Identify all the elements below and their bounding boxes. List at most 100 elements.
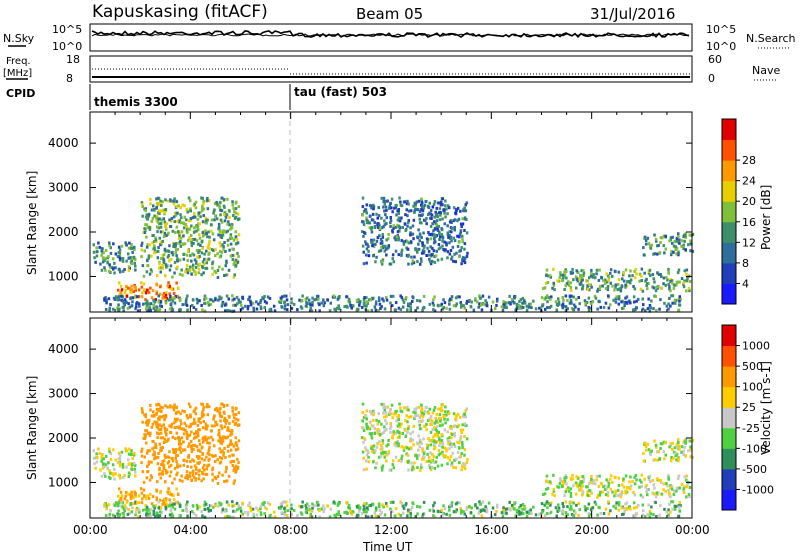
power-echo-cell — [644, 239, 648, 242]
velocity-echo-cell — [569, 491, 573, 495]
velocity-echo-cell — [650, 449, 653, 453]
velocity-echo-cell — [202, 420, 205, 423]
power-echo-cell — [121, 295, 125, 299]
power-echo-cell — [224, 309, 227, 313]
velocity-echo-cell — [645, 490, 648, 493]
velocity-echo-cell — [234, 413, 238, 417]
power-echo-cell — [259, 298, 263, 302]
power-echo-cell — [571, 271, 575, 275]
velocity-echo-cell — [639, 493, 643, 497]
power-echo-cell — [222, 245, 225, 249]
velocity-echo-cell — [586, 493, 590, 497]
power-echo-cell — [582, 271, 586, 275]
velocity-echo-cell — [374, 514, 378, 518]
velocity-echo-cell — [430, 419, 434, 423]
velocity-echo-cell — [463, 448, 467, 452]
velocity-echo-cell — [147, 462, 150, 466]
power-echo-cell — [646, 307, 650, 311]
velocity-echo-cell — [164, 414, 168, 417]
power-echo-cell — [662, 276, 666, 280]
power-echo-cell — [145, 223, 149, 227]
power-echo-cell — [569, 285, 573, 289]
velocity-echo-cell — [117, 473, 121, 477]
velocity-echo-cell — [179, 504, 182, 508]
velocity-echo-cell — [669, 484, 672, 488]
velocity-echo-cell — [202, 408, 205, 412]
power-echo-cell — [218, 241, 221, 245]
power-echo-cell — [268, 296, 272, 300]
power-echo-cell — [394, 205, 398, 209]
velocity-echo-cell — [201, 410, 204, 414]
power-echo-cell — [212, 238, 216, 242]
velocity-echo-cell — [418, 423, 421, 427]
velocity-echo-cell — [379, 513, 382, 516]
velocity-echo-cell — [420, 411, 424, 415]
power-echo-cell — [544, 307, 547, 311]
velocity-echo-cell — [420, 409, 423, 413]
velocity-echo-cell — [155, 496, 158, 500]
power-echo-cell — [236, 251, 239, 255]
power-echo-cell — [130, 262, 134, 266]
velocity-echo-cell — [465, 505, 469, 509]
power-echo-cell — [201, 220, 205, 224]
power-echo-cell — [118, 248, 122, 252]
power-echo-cell — [127, 252, 130, 256]
power-echo-cell — [402, 242, 406, 246]
power-echo-cell — [225, 259, 228, 263]
power-echo-cell — [251, 301, 255, 305]
power-echo-cell — [377, 309, 380, 313]
power-echo-cell — [152, 307, 155, 310]
power-echo-cell — [513, 296, 516, 300]
velocity-echo-cell — [428, 463, 431, 467]
power-echo-cell — [204, 296, 208, 300]
velocity-echo-cell — [195, 467, 198, 471]
velocity-echo-cell — [381, 441, 385, 445]
velocity-echo-cell — [432, 447, 436, 451]
power-echo-cell — [237, 255, 240, 259]
power-echo-cell — [231, 294, 234, 298]
velocity-echo-cell — [164, 480, 167, 484]
power-echo-cell — [624, 296, 627, 300]
velocity-echo-cell — [366, 449, 369, 453]
velocity-echo-cell — [598, 474, 601, 478]
power-echo-cell — [201, 246, 204, 250]
velocity-echo-cell — [398, 425, 402, 429]
power-echo-cell — [586, 287, 590, 291]
power-echo-cell — [117, 267, 121, 271]
velocity-echo-cell — [191, 422, 195, 426]
velocity-echo-cell — [158, 442, 161, 446]
power-echo-cell — [403, 200, 407, 204]
velocity-echo-cell — [196, 423, 200, 427]
velocity-echo-cell — [551, 492, 554, 496]
velocity-echo-cell — [407, 468, 410, 472]
power-echo-cell — [212, 211, 215, 215]
velocity-echo-cell — [440, 463, 444, 467]
velocity-echo-cell — [192, 447, 195, 451]
power-echo-cell — [689, 249, 692, 253]
velocity-echo-cell — [654, 501, 657, 504]
velocity-echo-cell — [382, 505, 385, 509]
velocity-echo-cell — [202, 413, 206, 417]
velocity-echo-cell — [581, 475, 585, 479]
power-echo-cell — [652, 252, 655, 256]
velocity-echo-cell — [627, 505, 631, 509]
velocity-echo-cell — [426, 419, 430, 422]
velocity-echo-cell — [208, 405, 211, 409]
power-echo-cell — [397, 253, 400, 257]
power-echo-cell — [387, 206, 391, 210]
velocity-echo-cell — [653, 486, 656, 490]
power-echo-cell — [152, 303, 155, 307]
velocity-echo-cell — [232, 509, 235, 513]
power-echo-cell — [668, 285, 671, 289]
power-echo-cell — [131, 288, 134, 292]
velocity-echo-cell — [183, 421, 186, 425]
velocity-echo-cell — [407, 408, 410, 412]
power-echo-cell — [365, 304, 368, 308]
velocity-echo-cell — [214, 504, 217, 508]
power-echo-cell — [416, 260, 419, 264]
power-echo-cell — [480, 308, 484, 312]
power-echo-cell — [390, 197, 394, 201]
velocity-echo-cell — [202, 477, 205, 481]
velocity-echo-cell — [624, 489, 627, 493]
velocity-echo-cell — [411, 506, 414, 509]
